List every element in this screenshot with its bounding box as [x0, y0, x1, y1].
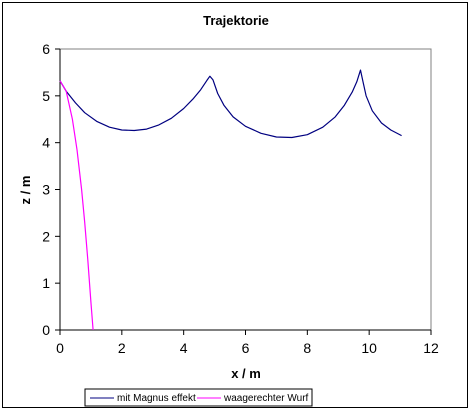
x-tick-label: 8 — [303, 340, 311, 356]
legend: mit Magnus effekt waagerechter Wurf — [84, 388, 313, 407]
series-line-wurf — [59, 80, 94, 331]
legend-label-magnus: mit Magnus effekt — [117, 393, 196, 404]
y-tick-label: 6 — [42, 41, 50, 57]
chart-title: Trajektorie — [203, 13, 269, 28]
y-axis-label: z / m — [18, 176, 33, 205]
legend-label-wurf: waagerechter Wurf — [223, 393, 309, 404]
series-lines — [59, 69, 402, 331]
y-tick-label: 5 — [42, 88, 50, 104]
y-axis: 0 1 2 3 4 5 6 — [42, 41, 61, 338]
x-axis: 0 2 4 6 8 10 12 — [56, 329, 439, 356]
x-axis-label: x / m — [231, 366, 261, 381]
y-tick-label: 0 — [42, 322, 50, 338]
series-line-magnus — [59, 69, 402, 139]
x-tick-label: 4 — [180, 340, 188, 356]
x-tick-label: 0 — [56, 340, 64, 356]
y-tick-label: 3 — [42, 182, 50, 198]
x-tick-label: 6 — [242, 340, 250, 356]
y-tick-label: 1 — [42, 275, 50, 291]
x-tick-label: 2 — [118, 340, 126, 356]
y-tick-label: 4 — [42, 135, 50, 151]
chart-area — [2, 2, 468, 408]
x-tick-label: 10 — [361, 340, 377, 356]
y-tick-label: 2 — [42, 228, 50, 244]
plot-area — [59, 48, 432, 331]
x-tick-label: 12 — [423, 340, 439, 356]
